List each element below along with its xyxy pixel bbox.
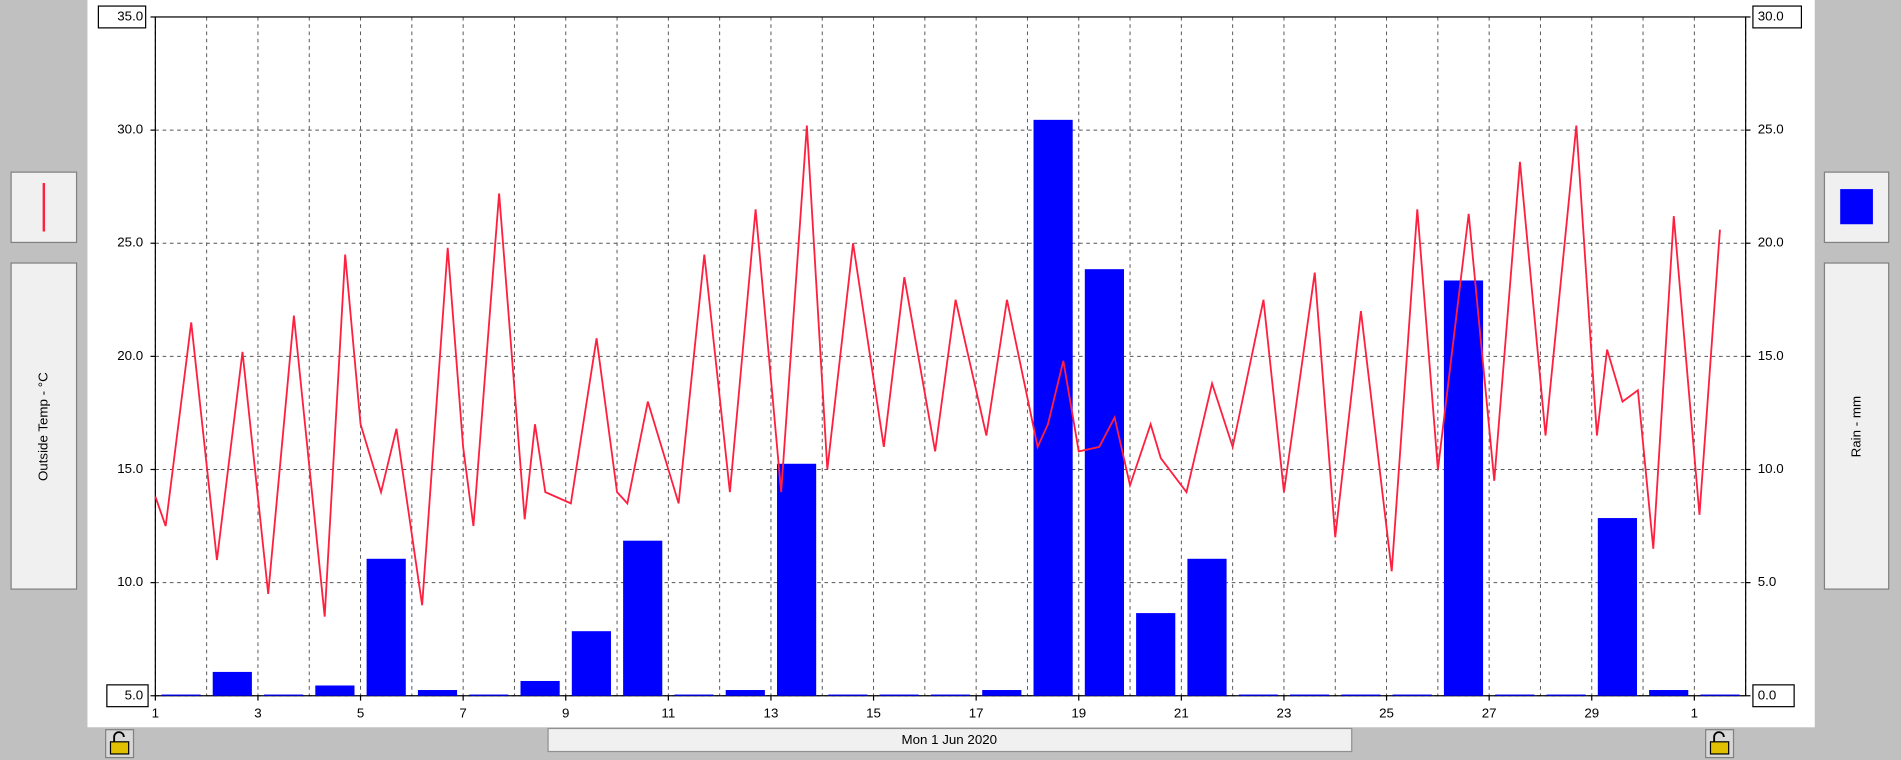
rain-bar xyxy=(674,694,714,696)
x-tick-label: 15 xyxy=(866,705,881,720)
y-tick-box xyxy=(97,5,147,29)
y2-tick-label: 30.0 xyxy=(1758,8,1784,23)
rain-bar xyxy=(366,558,406,696)
rain-bar xyxy=(1341,694,1381,696)
x-tick-label: 11 xyxy=(661,705,675,720)
lock-body xyxy=(109,741,130,755)
rain-bar xyxy=(1649,690,1689,696)
rain-bar xyxy=(315,685,355,696)
rain-bar xyxy=(1238,694,1278,696)
rain-bar xyxy=(1136,613,1176,696)
y2-tick-box xyxy=(1752,684,1795,708)
y2-axis-label: Rain - mm xyxy=(1849,396,1864,457)
lock-body xyxy=(1709,741,1730,755)
x-tick-label: 9 xyxy=(562,705,569,720)
rain-bar xyxy=(1597,518,1637,696)
y2-tick-label: 25.0 xyxy=(1758,122,1784,137)
x-tick-label: 1 xyxy=(152,705,159,720)
lock-icon-left[interactable] xyxy=(105,729,135,759)
y2-tick-label: 10.0 xyxy=(1758,461,1784,476)
x-tick-label: 29 xyxy=(1584,705,1599,720)
rain-bar xyxy=(1700,694,1740,696)
y-tick-box xyxy=(106,684,149,708)
y2-tick-label: 5.0 xyxy=(1758,574,1777,589)
temp-line xyxy=(154,125,1721,617)
y-tick-label: 10.0 xyxy=(117,574,143,589)
rain-bar xyxy=(1546,694,1586,696)
rain-bar xyxy=(1187,558,1227,696)
lock-icon-right[interactable] xyxy=(1705,729,1735,759)
rain-bar xyxy=(520,680,560,696)
rain-bar xyxy=(879,694,919,696)
rain-bar xyxy=(1084,269,1124,696)
rain-bar xyxy=(264,694,304,696)
y-tick-label: 35.0 xyxy=(117,8,143,23)
rain-bar xyxy=(828,694,868,696)
rain-axis-panel[interactable] xyxy=(1823,262,1890,590)
rain-bar xyxy=(1033,119,1073,696)
x-tick-label: 17 xyxy=(969,705,984,720)
y-tick-label: 15.0 xyxy=(117,461,143,476)
y-axis-label: Outside Temp - °C xyxy=(35,372,50,481)
y-tick-label: 20.0 xyxy=(117,348,143,363)
rain-legend-icon xyxy=(1840,189,1873,225)
rain-bar xyxy=(212,671,252,696)
rain-bar xyxy=(1290,694,1330,696)
rain-bar xyxy=(571,631,611,696)
rain-bar xyxy=(623,540,663,696)
date-label: Mon 1 Jun 2020 xyxy=(901,732,997,747)
x-tick-label: 27 xyxy=(1482,705,1497,720)
temp-axis-panel[interactable] xyxy=(10,262,78,590)
rain-bar xyxy=(777,463,817,696)
rain-bar xyxy=(1495,694,1535,696)
x-tick-label: 3 xyxy=(254,705,261,720)
rain-bar xyxy=(417,690,458,696)
lock-shackle xyxy=(1713,731,1725,742)
rain-bar xyxy=(161,694,201,696)
y-tick-label: 30.0 xyxy=(117,122,143,137)
y-tick-label: 5.0 xyxy=(125,687,144,702)
y-tick-label: 25.0 xyxy=(117,235,143,250)
y2-tick-label: 20.0 xyxy=(1758,235,1784,250)
x-tick-label: 7 xyxy=(459,705,466,720)
rain-bar xyxy=(930,694,971,696)
lock-shackle xyxy=(113,731,125,742)
x-tick-label: 21 xyxy=(1174,705,1189,720)
x-tick-label: 19 xyxy=(1071,705,1086,720)
date-bar[interactable] xyxy=(547,727,1353,753)
y2-tick-label: 15.0 xyxy=(1758,348,1784,363)
x-tick-label: 23 xyxy=(1277,705,1292,720)
rain-bar xyxy=(469,694,509,696)
rain-bar xyxy=(725,690,765,696)
rain-bar xyxy=(982,690,1022,696)
y2-tick-box xyxy=(1752,5,1803,29)
x-tick-label: 1 xyxy=(1691,705,1698,720)
x-tick-label: 13 xyxy=(764,705,779,720)
y2-tick-label: 0.0 xyxy=(1758,687,1777,702)
rain-bar xyxy=(1443,280,1484,696)
rain-bar xyxy=(1392,694,1432,696)
x-tick-label: 5 xyxy=(357,705,364,720)
plot-panel xyxy=(87,0,1815,728)
x-tick-label: 25 xyxy=(1379,705,1394,720)
